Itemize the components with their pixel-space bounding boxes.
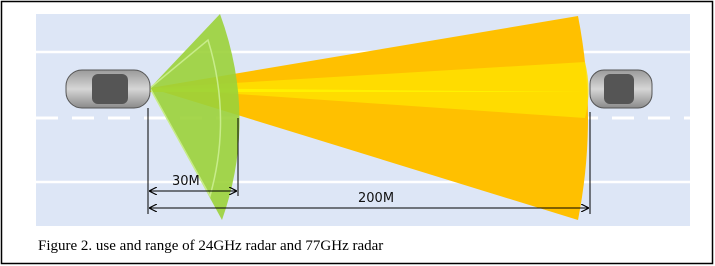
dimension-label: 30M: [172, 174, 200, 189]
caption: Figure 2. use and range of 24GHz radar a…: [38, 238, 383, 254]
illustration: 30M 200M: [36, 14, 690, 226]
dimension-label: 200M: [358, 191, 394, 206]
car-left: [66, 70, 150, 108]
figure: 30M 200M Figure 2. use and range of 24GH…: [0, 0, 715, 266]
car-right: [590, 70, 652, 108]
